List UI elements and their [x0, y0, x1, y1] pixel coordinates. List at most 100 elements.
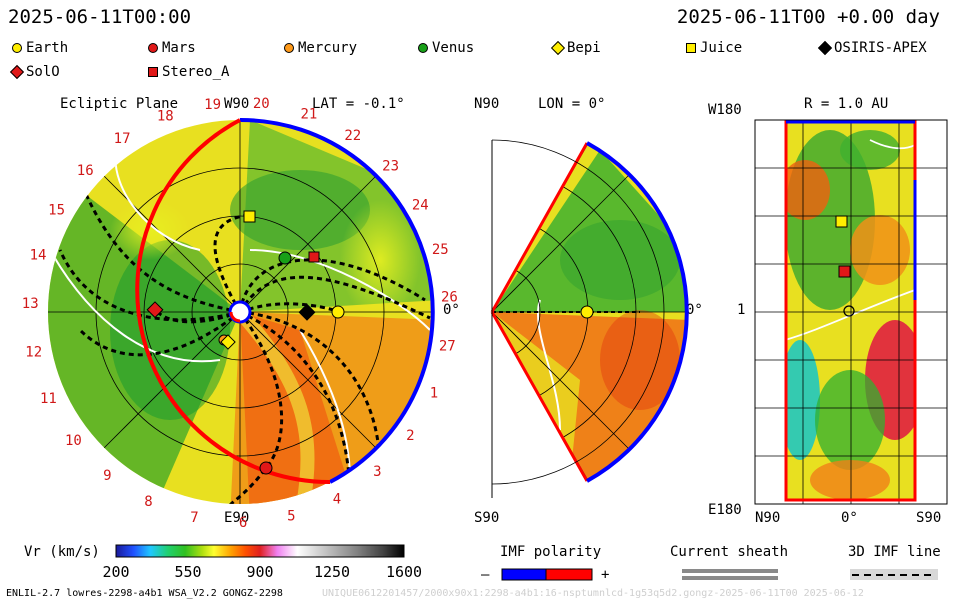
- meridional-zero-label: 0°: [686, 302, 703, 318]
- rotation-number: 13: [22, 296, 39, 312]
- map-y-mid-label: 1: [737, 302, 746, 318]
- datetime-left: 2025-06-11T00:00: [8, 6, 192, 28]
- rotation-number: 6: [239, 515, 247, 531]
- ecliptic-plane-disk: [48, 117, 435, 504]
- rotation-number: 8: [144, 494, 152, 510]
- colorbar-tick-label: 550: [174, 563, 201, 581]
- earth-meridional-marker-icon: [580, 305, 594, 319]
- rotation-number: 1: [430, 385, 438, 401]
- legend-mars: Mars: [148, 40, 196, 56]
- rotation-number: 15: [48, 203, 65, 219]
- imf-minus-label: –: [481, 567, 490, 583]
- colorbar-tick-label: 1250: [314, 563, 350, 581]
- rotation-number: 24: [412, 197, 429, 213]
- rotation-number: 7: [190, 510, 198, 526]
- datetime-right: 2025-06-11T00 +0.00 day: [676, 6, 940, 28]
- rotation-number: 9: [103, 468, 111, 484]
- colorbar-ticks: 200 550 900 1250 1600: [102, 563, 422, 581]
- rotation-number: 10: [65, 433, 82, 449]
- earth-marker-icon: [331, 305, 345, 319]
- imf-positive-swatch: [545, 568, 593, 581]
- imf-line-label: 3D IMF line: [848, 544, 941, 560]
- ecliptic-bodies: [146, 210, 345, 475]
- rotation-number: 12: [25, 345, 42, 361]
- mercury-marker-icon: [284, 43, 294, 53]
- footer-run-info: ENLIL-2.7 lowres-2298-a4b1 WSA_V2.2 GONG…: [6, 588, 283, 599]
- legend-solo: SolO: [9, 64, 60, 80]
- imf-plus-label: +: [601, 567, 610, 583]
- mars-marker-icon: [259, 461, 273, 475]
- legend-mercury: Mercury: [284, 40, 357, 56]
- legend-label: Venus: [432, 40, 475, 56]
- colorbar-tick-label: 1600: [386, 563, 422, 581]
- earth-marker-icon: [12, 43, 22, 53]
- stereo-a-marker-icon: [308, 251, 320, 263]
- ecliptic-bottom-label: E90: [224, 510, 250, 526]
- legend-label: Bepi: [567, 40, 601, 56]
- rotation-number: 27: [439, 339, 456, 355]
- legend-stereo-a: Stereo_A: [148, 64, 229, 80]
- map-x-label-right: S90: [916, 510, 942, 526]
- rotation-number: 22: [344, 128, 361, 144]
- rotation-number: 2: [406, 428, 414, 444]
- meridional-bottom-label: S90: [474, 510, 500, 526]
- juice-map-marker-icon: [835, 215, 848, 228]
- current-sheath-label: Current sheath: [670, 544, 789, 560]
- rotation-number: 4: [333, 491, 341, 507]
- colorbar-tick-label: 200: [102, 563, 129, 581]
- ecliptic-zero-label: 0°: [443, 302, 460, 318]
- ecliptic-top-label: W90: [224, 96, 250, 112]
- colorbar-label: Vr (km/s): [24, 544, 100, 560]
- meridional-top-label: N90: [474, 96, 500, 112]
- legend-osiris-apex: OSIRIS-APEX: [817, 40, 927, 56]
- rotation-number: 5: [287, 509, 295, 525]
- legend-label: Stereo_A: [162, 64, 230, 80]
- ecliptic-title: Ecliptic Plane: [60, 96, 179, 112]
- map-bottom-left-label: E180: [708, 502, 742, 518]
- map-top-left-label: W180: [708, 102, 742, 118]
- rotation-number: 19: [204, 97, 221, 113]
- legend-label: SolO: [26, 64, 60, 80]
- imf-polarity-label: IMF polarity: [500, 544, 602, 560]
- map-title: R = 1.0 AU: [804, 96, 889, 112]
- earth-map-marker-icon: [843, 305, 855, 317]
- rotation-number: 26: [441, 290, 458, 306]
- r1au-map: [754, 119, 948, 505]
- legend-label: Earth: [26, 40, 69, 56]
- rotation-number: 23: [382, 159, 399, 175]
- current-sheath-swatch: [682, 569, 778, 580]
- rotation-number: 3: [373, 464, 381, 480]
- juice-marker-icon: [243, 210, 256, 223]
- legend-juice: Juice: [686, 40, 742, 56]
- ecliptic-lat-label: LAT = -0.1°: [312, 96, 405, 112]
- rotation-number: 11: [40, 391, 57, 407]
- legend-bepi: Bepi: [550, 40, 601, 56]
- rotation-number: 25: [432, 242, 449, 258]
- rotation-number: 21: [300, 107, 317, 123]
- meridional-lon-label: LON = 0°: [538, 96, 606, 112]
- map-x-label-mid: 0°: [841, 510, 858, 526]
- colorbar-tick-label: 900: [246, 563, 273, 581]
- footer-watermark: UNIQUE0612201457/2000x90x1:2298-a4b1:16-…: [322, 588, 864, 599]
- map-x-label-left: N90: [755, 510, 781, 526]
- solo-marker-icon: [146, 301, 164, 319]
- legend-label: Juice: [700, 40, 743, 56]
- juice-marker-icon: [686, 43, 696, 53]
- rotation-number: 20: [253, 96, 270, 112]
- rotation-number: 18: [157, 109, 174, 125]
- legend-label: OSIRIS-APEX: [834, 40, 927, 56]
- legend-label: Mercury: [298, 40, 358, 56]
- imf-line-swatch: [850, 569, 938, 580]
- venus-marker-icon: [418, 43, 428, 53]
- legend-label: Mars: [162, 40, 196, 56]
- imf-polarity-swatch: [501, 568, 593, 581]
- stereo-a-marker-icon: [148, 67, 158, 77]
- rotation-number: 17: [114, 131, 131, 147]
- mars-marker-icon: [148, 43, 158, 53]
- rotation-number: 16: [77, 163, 94, 179]
- legend-venus: Venus: [418, 40, 474, 56]
- legend-earth: Earth: [12, 40, 68, 56]
- vr-colorbar: 200 550 900 1250 1600: [102, 544, 422, 581]
- rotation-number: 14: [30, 248, 47, 264]
